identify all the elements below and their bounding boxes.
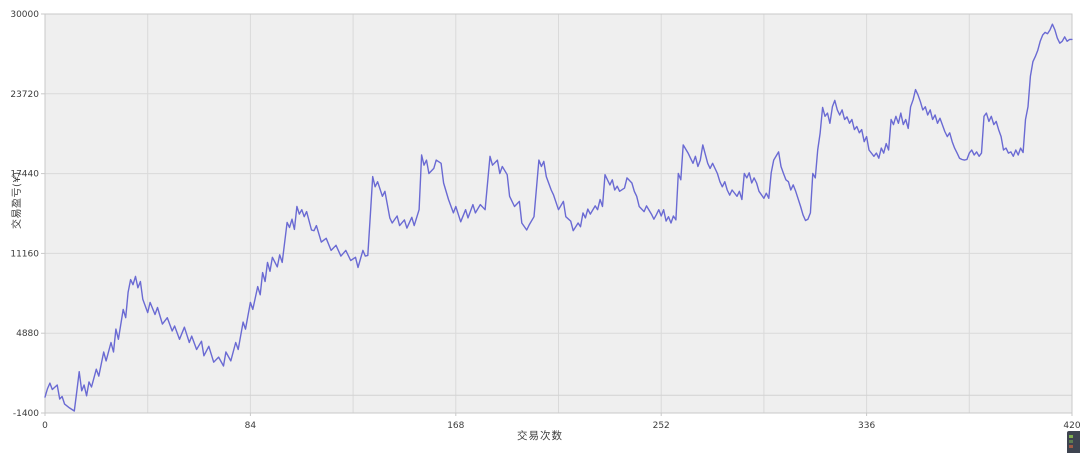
x-tick-label: 0 <box>42 421 48 431</box>
badge-pixel-red <box>1069 445 1073 448</box>
plot-border <box>44 13 1073 414</box>
x-tick-label: 336 <box>858 421 875 431</box>
y-tick-label: 11160 <box>10 249 39 259</box>
x-axis-title: 交易次数 <box>517 430 563 442</box>
y-tick-label: 30000 <box>10 10 39 20</box>
y-tick-label: 23720 <box>10 90 39 100</box>
y-tick-label: 17440 <box>10 170 39 180</box>
badge-pixel-green <box>1069 435 1073 438</box>
corner-watermark-badge <box>1067 431 1080 453</box>
y-axis-title: 交易盈亏(¥) <box>12 171 23 229</box>
x-tick-label: 84 <box>245 421 257 431</box>
y-tick-label: 4880 <box>16 329 39 339</box>
x-tick-label: 420 <box>1063 421 1080 431</box>
badge-pixel-olive <box>1069 440 1073 443</box>
pnl-series-line <box>44 23 1073 412</box>
x-tick-label: 252 <box>653 421 670 431</box>
x-tick-label: 168 <box>447 421 464 431</box>
y-tick-label: -1400 <box>13 409 39 419</box>
